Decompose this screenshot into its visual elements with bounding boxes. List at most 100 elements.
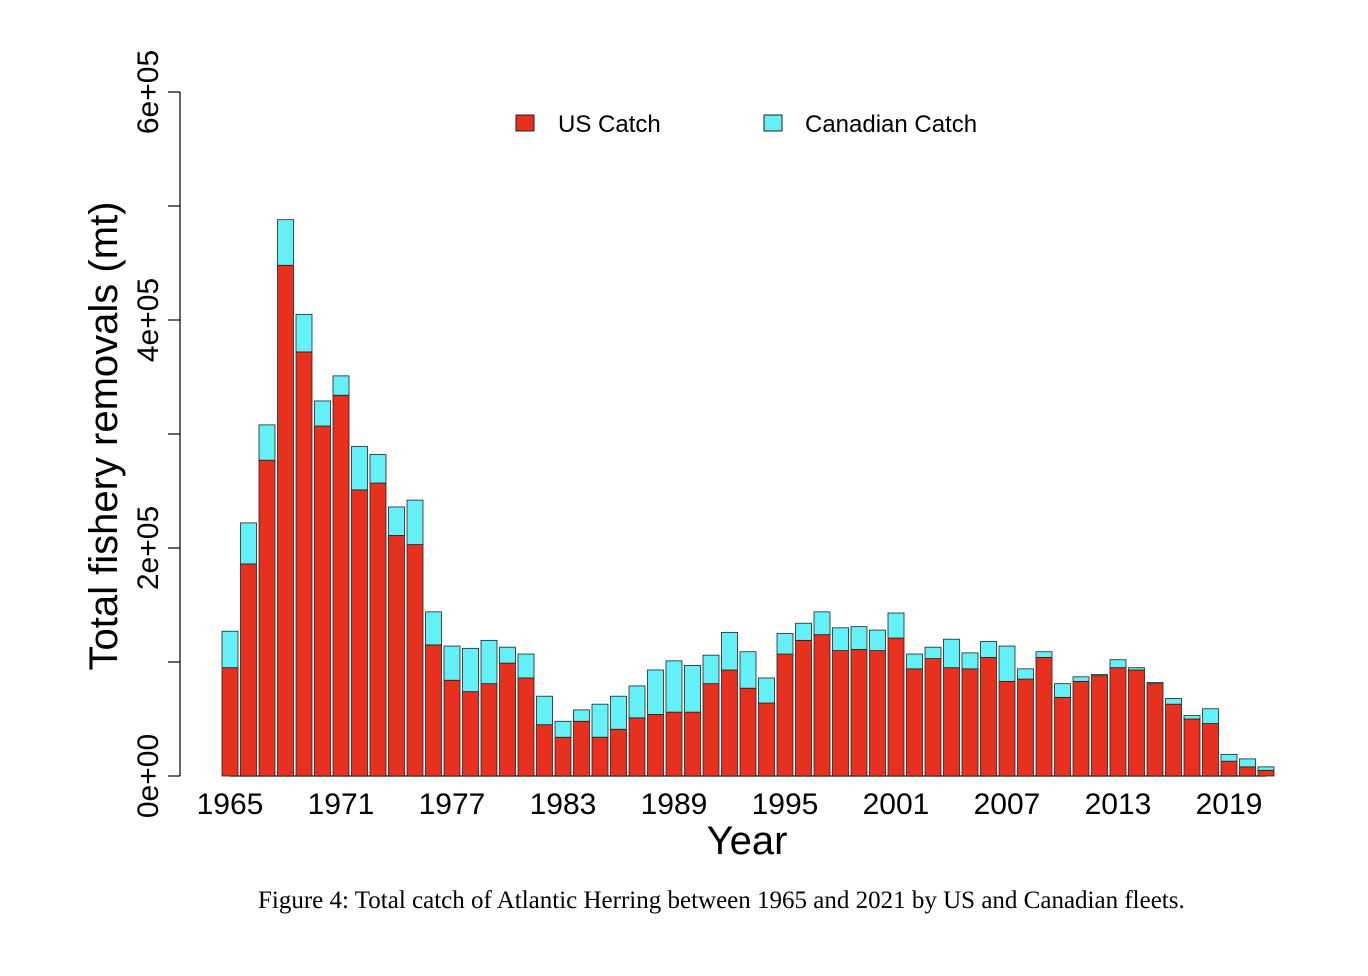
canadian-catch-bar — [591, 703, 609, 738]
canadian-catch-bar — [1146, 682, 1164, 685]
canadian-catch-bar — [610, 695, 627, 730]
us-catch-bar — [758, 702, 775, 777]
us-catch-bar — [1220, 760, 1238, 777]
bar-group — [1257, 766, 1275, 777]
us-catch-bar — [1128, 669, 1145, 777]
y-axis-title: Total fishery removals (mt) — [82, 202, 126, 671]
bar-group — [221, 630, 239, 777]
us-catch-bar — [240, 563, 257, 777]
x-tick-label: 1965 — [197, 788, 264, 821]
canadian-catch-bar — [1128, 667, 1145, 671]
canadian-catch-bar — [887, 612, 905, 639]
figure-caption: Figure 4: Total catch of Atlantic Herrin… — [258, 887, 1185, 914]
us-catch-bar — [684, 711, 701, 777]
us-catch-bar — [702, 683, 720, 777]
canadian-catch-bar — [721, 631, 738, 671]
canadian-catch-bar — [295, 313, 313, 353]
us-catch-bar — [980, 657, 997, 777]
canadian-catch-bar — [813, 611, 831, 636]
canadian-catch-bar — [795, 622, 812, 641]
us-catch-bar — [647, 714, 664, 777]
bar-group — [369, 454, 387, 777]
bar-group — [1091, 674, 1108, 777]
bar-group — [351, 446, 368, 777]
canadian-catch-bar — [832, 627, 849, 651]
us-catch-bar — [573, 720, 590, 777]
canadian-catch-bar — [1183, 715, 1201, 720]
us-catch-bar — [1202, 723, 1219, 777]
bar-group — [980, 641, 997, 777]
bar-group — [998, 645, 1016, 777]
x-tick-label: 2001 — [863, 788, 930, 821]
canadian-catch-bar — [647, 669, 664, 715]
us-catch-bar — [425, 644, 442, 777]
canadian-catch-bar — [943, 638, 960, 669]
us-catch-bar — [332, 394, 350, 777]
us-catch-bar — [628, 717, 646, 777]
canadian-catch-bar — [1054, 683, 1071, 698]
us-catch-bar — [480, 683, 498, 777]
bar-group — [1220, 753, 1238, 777]
canadian-catch-bar — [351, 446, 368, 491]
us-catch-bar — [1257, 769, 1275, 777]
bar-group — [314, 400, 331, 777]
us-catch-bar — [776, 653, 794, 777]
us-catch-bar — [739, 687, 757, 777]
us-catch-bar — [869, 650, 886, 777]
x-tick-label: 1983 — [530, 788, 597, 821]
y-tick-label: 4e+05 — [132, 278, 165, 362]
canadian-catch-bar — [499, 646, 516, 664]
canadian-catch-bar — [388, 506, 405, 536]
us-catch-bar — [924, 658, 942, 777]
bar-group — [1035, 651, 1053, 777]
canadian-catch-bar — [1220, 753, 1238, 762]
us-catch-bar — [462, 691, 479, 777]
x-tick-label: 2019 — [1196, 788, 1263, 821]
bar-group — [332, 375, 350, 777]
canadian-catch-bar — [1109, 659, 1127, 669]
bar-group — [628, 685, 646, 777]
us-catch-bar — [813, 634, 831, 777]
us-catch-bar — [258, 459, 276, 777]
bar-group — [462, 647, 479, 777]
canadian-catch-bar — [1072, 676, 1090, 682]
us-catch-bar — [1239, 766, 1256, 777]
us-catch-bar — [443, 679, 461, 777]
bar-group — [647, 669, 664, 777]
us-catch-bar — [499, 662, 516, 777]
us-catch-bar — [887, 637, 905, 777]
x-axis: 1965 1971 1977 1983 1989 1995 2001 2007 2013 2019 — [197, 775, 1266, 821]
legend-label: Canadian Catch — [805, 111, 977, 138]
x-axis-title: Year — [707, 819, 788, 863]
canadian-catch-bar — [240, 522, 257, 565]
canadian-catch-bar — [739, 651, 757, 689]
canadian-catch-bar — [517, 653, 535, 679]
us-catch-bar — [795, 639, 812, 777]
x-tick-label: 1995 — [752, 788, 819, 821]
us-catch-bar — [314, 425, 331, 777]
bar-group — [813, 611, 831, 777]
canadian-catch-bar — [536, 695, 553, 726]
bar-group — [943, 638, 960, 777]
bar-group — [684, 665, 701, 777]
x-tick-label: 2013 — [1085, 788, 1152, 821]
bar-group — [536, 695, 553, 777]
bar-group — [1128, 667, 1145, 777]
canadian-catch-bar — [277, 219, 294, 266]
us-catch-bar — [1017, 678, 1034, 777]
us-catch-bar — [221, 667, 239, 777]
bar-group — [1146, 682, 1164, 777]
canadian-catch-bar — [628, 685, 646, 719]
us-catch-bar — [1183, 718, 1201, 777]
canadian-catch-bar — [850, 626, 868, 650]
bar-group — [1054, 683, 1071, 777]
us-catch-bar — [1165, 703, 1182, 777]
us-catch-bar — [591, 736, 609, 777]
canadian-catch-bar — [462, 647, 479, 693]
bar-group — [1072, 676, 1090, 777]
y-tick-label: 2e+05 — [132, 506, 165, 590]
bar-group — [480, 639, 498, 777]
bar-group — [1109, 659, 1127, 777]
canadian-catch-bar — [1017, 668, 1034, 680]
bar-group — [610, 695, 627, 777]
